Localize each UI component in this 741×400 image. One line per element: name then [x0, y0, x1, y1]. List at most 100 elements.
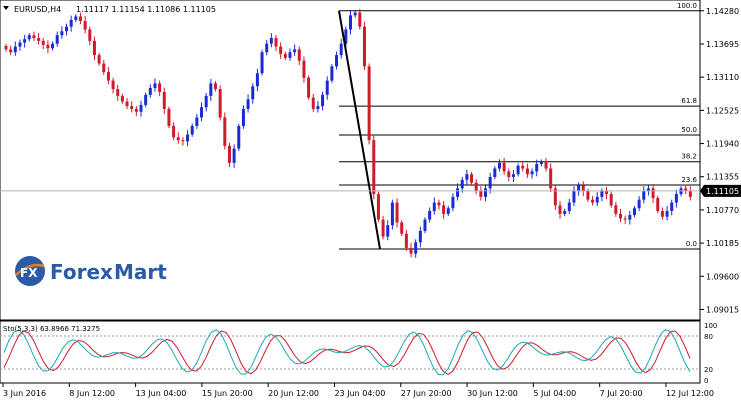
candle-body [632, 208, 636, 216]
x-tick-label: 5 Jul 04:00 [533, 389, 576, 398]
candle-body [656, 198, 660, 212]
candle-body [423, 219, 427, 231]
candle-body [274, 38, 278, 47]
candle-body [418, 230, 422, 243]
candle-body [642, 191, 646, 200]
fib-level-label: 50.0 [681, 126, 697, 134]
candlestick-series [4, 8, 692, 258]
candle-body [69, 19, 73, 27]
candle-body [55, 35, 59, 44]
candle-body [316, 106, 320, 109]
candle-body [134, 108, 138, 112]
fib-trend-line[interactable] [338, 10, 381, 250]
candle-body [106, 72, 110, 81]
candle-body [65, 26, 69, 32]
candle-body [288, 52, 292, 58]
candle-body [339, 43, 343, 56]
candle-body [539, 161, 543, 164]
oscillator-level-label: 0 [704, 377, 708, 385]
candle-body [581, 185, 585, 192]
y-axis: 1.14280 1.13695 1.13110 1.12525 1.11940 1.113… [700, 7, 739, 314]
candle-body [60, 31, 64, 36]
y-tick-label: 1.09600 [706, 272, 739, 281]
candle-body [390, 202, 394, 226]
candle-body [97, 55, 101, 64]
candle-body [325, 80, 329, 95]
candle-body [437, 202, 441, 206]
candle-body [116, 89, 120, 96]
candle-body [237, 125, 241, 149]
candle-body [544, 161, 548, 169]
candle-body [651, 188, 655, 199]
candle-body [605, 191, 609, 195]
candle-body [674, 194, 678, 203]
candle-body [502, 162, 506, 172]
candle-body [623, 218, 627, 220]
candle-body [111, 80, 115, 90]
candle-body [186, 134, 190, 142]
candle-body [32, 35, 36, 39]
candle-body [637, 199, 641, 209]
x-tick-label: 13 Jun 04:00 [136, 389, 187, 398]
candle-body [386, 225, 390, 237]
candle-body [428, 211, 432, 220]
candle-body [530, 171, 534, 175]
candle-body [232, 148, 236, 163]
candle-body [470, 174, 474, 183]
x-tick-label: 12 Jul 12:00 [666, 389, 714, 398]
candle-body [330, 66, 334, 81]
price-panel-frame [0, 0, 701, 321]
candle-body [139, 104, 143, 112]
candle-body [162, 91, 166, 109]
candle-body [646, 188, 650, 192]
candle-body [409, 247, 413, 254]
x-tick-label: 15 Jun 20:00 [202, 389, 253, 398]
candle-body [23, 39, 27, 43]
dropdown-triangle-icon[interactable] [3, 6, 9, 10]
candle-body [535, 163, 539, 172]
candle-body [367, 66, 371, 141]
candle-body [525, 168, 529, 175]
logo-badge-icon [15, 256, 45, 286]
x-axis: 3 Jun 2016 8 Jun 12:00 13 Jun 04:00 15 Jun … [2, 383, 714, 398]
candle-body [209, 83, 213, 96]
candle-body [283, 53, 287, 58]
candle-body [521, 165, 525, 169]
candle-body [213, 83, 217, 90]
candle-body [609, 194, 613, 206]
candle-body [456, 188, 460, 197]
candle-body [13, 46, 17, 53]
fib-level-label: 61.8 [681, 97, 697, 105]
candle-body [344, 29, 348, 44]
candle-body [204, 95, 208, 108]
candle-body [46, 44, 50, 49]
x-tick-label: 23 Jun 04:00 [334, 389, 385, 398]
x-tick-label: 20 Jun 12:00 [268, 389, 319, 398]
candle-body [176, 137, 180, 141]
symbol-label: EURUSD,H4 [14, 5, 61, 14]
candle-body [311, 97, 315, 109]
candle-body [167, 108, 171, 126]
candle-body [251, 86, 255, 100]
candle-body [321, 94, 325, 107]
candle-body [358, 12, 362, 27]
fibonacci-retracement[interactable]: 100.0 61.8 50.0 38.2 23.6 0.0 [339, 2, 700, 250]
candle-body [195, 117, 199, 126]
x-tick-label: 30 Jun 12:00 [467, 389, 518, 398]
candle-body [591, 199, 595, 203]
oscillator-label: Sto(5,3,3) 63.8966 71.3275 [3, 325, 100, 333]
y-tick-label: 1.11940 [706, 140, 739, 149]
candle-body [130, 106, 134, 109]
candle-body [619, 213, 623, 219]
candle-body [465, 174, 469, 180]
candle-body [335, 55, 339, 67]
candle-body [297, 49, 301, 61]
candle-body [172, 125, 176, 138]
candle-body [279, 46, 283, 54]
candle-body [120, 95, 124, 102]
candle-body [102, 63, 106, 73]
candle-body [460, 179, 464, 189]
oscillator-level-label: 100 [704, 322, 717, 330]
y-tick-label: 1.11355 [706, 173, 739, 182]
